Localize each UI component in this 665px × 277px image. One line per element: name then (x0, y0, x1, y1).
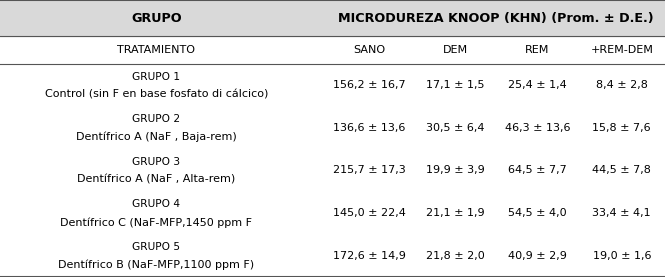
Text: 33,4 ± 4,1: 33,4 ± 4,1 (593, 208, 651, 218)
Text: TRATAMIENTO: TRATAMIENTO (117, 45, 196, 55)
Text: 46,3 ± 13,6: 46,3 ± 13,6 (505, 123, 570, 133)
Text: 19,9 ± 3,9: 19,9 ± 3,9 (426, 165, 485, 175)
Text: 172,6 ± 14,9: 172,6 ± 14,9 (332, 251, 406, 261)
Text: Dentífrico C (NaF-MFP,1450 ppm F: Dentífrico C (NaF-MFP,1450 ppm F (61, 217, 252, 228)
Text: 21,8 ± 2,0: 21,8 ± 2,0 (426, 251, 485, 261)
Text: 25,4 ± 1,4: 25,4 ± 1,4 (508, 80, 567, 90)
Text: 215,7 ± 17,3: 215,7 ± 17,3 (332, 165, 406, 175)
Text: 30,5 ± 6,4: 30,5 ± 6,4 (426, 123, 485, 133)
Text: GRUPO 1: GRUPO 1 (132, 71, 180, 81)
Text: GRUPO 4: GRUPO 4 (132, 199, 180, 209)
Text: Dentífrico A (NaF , Alta-rem): Dentífrico A (NaF , Alta-rem) (77, 175, 235, 185)
Text: GRUPO 3: GRUPO 3 (132, 157, 180, 167)
Text: 17,1 ± 1,5: 17,1 ± 1,5 (426, 80, 485, 90)
Text: 44,5 ± 7,8: 44,5 ± 7,8 (593, 165, 651, 175)
Text: Dentífrico A (NaF , Baja-rem): Dentífrico A (NaF , Baja-rem) (76, 132, 237, 142)
Text: REM: REM (525, 45, 549, 55)
Text: Dentífrico B (NaF-MFP,1100 ppm F): Dentífrico B (NaF-MFP,1100 ppm F) (59, 260, 254, 270)
Text: 145,0 ± 22,4: 145,0 ± 22,4 (332, 208, 406, 218)
Text: GRUPO: GRUPO (131, 12, 182, 24)
Text: 136,6 ± 13,6: 136,6 ± 13,6 (333, 123, 405, 133)
Text: 8,4 ± 2,8: 8,4 ± 2,8 (596, 80, 648, 90)
Text: +REM-DEM: +REM-DEM (591, 45, 653, 55)
Text: MICRODUREZA KNOOP (KHN) (Prom. ± D.E.): MICRODUREZA KNOOP (KHN) (Prom. ± D.E.) (338, 12, 653, 24)
Text: GRUPO 5: GRUPO 5 (132, 242, 180, 252)
Text: 40,9 ± 2,9: 40,9 ± 2,9 (508, 251, 567, 261)
Text: 54,5 ± 4,0: 54,5 ± 4,0 (508, 208, 567, 218)
Text: 19,0 ± 1,6: 19,0 ± 1,6 (593, 251, 651, 261)
Text: Control (sin F en base fosfato di cálcico): Control (sin F en base fosfato di cálcic… (45, 89, 268, 99)
Text: 64,5 ± 7,7: 64,5 ± 7,7 (508, 165, 567, 175)
Text: 21,1 ± 1,9: 21,1 ± 1,9 (426, 208, 485, 218)
Text: DEM: DEM (443, 45, 468, 55)
Text: 15,8 ± 7,6: 15,8 ± 7,6 (593, 123, 651, 133)
Text: GRUPO 2: GRUPO 2 (132, 114, 180, 124)
Text: SANO: SANO (353, 45, 385, 55)
Bar (0, 0, 665, 36)
Text: 156,2 ± 16,7: 156,2 ± 16,7 (332, 80, 406, 90)
